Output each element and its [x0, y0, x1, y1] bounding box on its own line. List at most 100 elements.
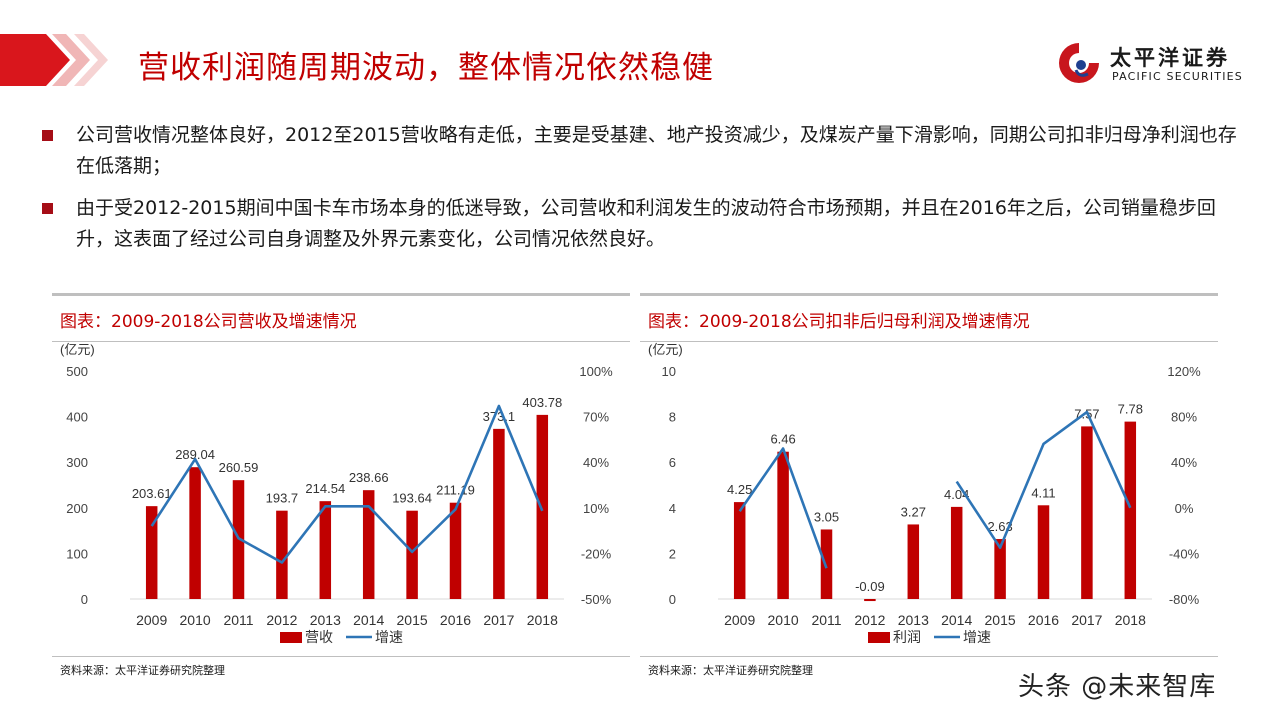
bar: [276, 510, 288, 599]
y-right-tick-label: -20%: [581, 546, 612, 561]
y-right-tick-label: -80%: [1169, 592, 1200, 607]
bar-data-label: 193.7: [266, 491, 299, 506]
y-right-tick-label: 0%: [1175, 501, 1194, 516]
bar-data-label: 373.1: [483, 409, 516, 424]
legend-label: 利润: [893, 629, 921, 645]
chart-title: 图表：2009-2018公司扣非后归母利润及增速情况: [648, 312, 1030, 332]
bar-data-label: 193.64: [392, 491, 432, 506]
x-tick-label: 2017: [483, 612, 514, 628]
y-right-tick-label: 40%: [583, 455, 609, 470]
y-right-tick-label: 80%: [1171, 410, 1197, 425]
bar: [907, 524, 920, 599]
bar-data-label: 3.05: [814, 509, 839, 524]
chart-source: 资料来源：太平洋证券研究院整理: [60, 664, 225, 677]
growth-line: [738, 447, 828, 569]
y-left-tick-label: 400: [66, 410, 88, 425]
x-tick-label: 2013: [898, 612, 929, 628]
bar: [189, 467, 201, 599]
panel-top-rule: [640, 293, 1218, 296]
legend-label: 增速: [963, 629, 991, 645]
x-tick-label: 2014: [941, 612, 972, 628]
bullet-list: 公司营收情况整体良好，2012至2015营收略有走低，主要是受基建、地产投资减少…: [38, 120, 1238, 266]
company-logo: 太平洋证券 PACIFIC SECURITIES: [1056, 38, 1256, 90]
bar-data-label: 403.78: [522, 395, 562, 410]
page-title: 营收利润随周期波动，整体情况依然稳健: [138, 50, 714, 86]
bar-data-label: 4.11: [1031, 485, 1055, 500]
x-tick-label: 2010: [180, 612, 211, 628]
unit-label: (亿元): [60, 342, 95, 357]
y-right-tick-label: -50%: [581, 592, 612, 607]
x-tick-label: 2011: [223, 612, 253, 628]
y-right-tick-label: -40%: [1169, 546, 1200, 561]
bar: [733, 502, 746, 599]
bar-data-label: 6.46: [770, 432, 795, 447]
x-tick-label: 2011: [811, 612, 841, 628]
bar: [777, 451, 789, 599]
panel-top-rule: [52, 293, 630, 296]
chart-title: 图表：2009-2018公司营收及增速情况: [60, 312, 357, 332]
panel-bottom-rule: [52, 656, 630, 657]
bar-data-label: 238.66: [349, 470, 389, 485]
bar: [449, 502, 462, 599]
bar: [1037, 505, 1050, 599]
watermark-text: 头条 @未来智库: [1018, 672, 1217, 702]
profit-chart-panel: 图表：2009-2018公司扣非后归母利润及增速情况 (亿元) 0 2 4 6 8 10 -8…: [640, 293, 1218, 685]
profit-chart: (亿元) 0 2 4 6 8 10 -80% -40% 0% 40% 80% 120% 2009 4.25 2…: [648, 342, 1201, 645]
bullet-square-icon: [42, 203, 53, 214]
y-right-tick-label: 100%: [579, 364, 613, 379]
bullet-square-icon: [42, 130, 53, 141]
x-tick-label: 2012: [266, 612, 297, 628]
x-tick-label: 2016: [1028, 612, 1059, 628]
bar: [362, 490, 375, 599]
chart-source: 资料来源：太平洋证券研究院整理: [648, 664, 813, 677]
logo-chinese-name: 太平洋证券: [1110, 46, 1230, 70]
header-arrow-decoration: [0, 34, 108, 86]
bar-data-label: 289.04: [175, 447, 215, 462]
growth-line: [955, 410, 1132, 549]
bar: [820, 529, 833, 599]
panel-divider: [52, 341, 630, 342]
bullet-text: 由于受2012-2015期间中国卡车市场本身的低迷导致，公司营收和利润发生的波动…: [76, 197, 1216, 250]
y-left-tick-label: 0: [81, 592, 88, 607]
panel-divider: [640, 341, 1218, 342]
y-left-tick-label: 100: [66, 546, 88, 561]
bullet-item: 由于受2012-2015期间中国卡车市场本身的低迷导致，公司营收和利润发生的波动…: [38, 193, 1238, 255]
bullet-text: 公司营收情况整体良好，2012至2015营收略有走低，主要是受基建、地产投资减少…: [76, 124, 1237, 177]
bar-data-label: 7.78: [1118, 402, 1143, 417]
legend-bar-swatch: [868, 632, 890, 643]
y-left-tick-label: 300: [66, 455, 88, 470]
y-left-tick-label: 2: [669, 546, 676, 561]
y-right-tick-label: 120%: [1167, 364, 1201, 379]
y-left-tick-label: 10: [662, 364, 676, 379]
y-right-tick-label: 70%: [583, 410, 609, 425]
y-right-tick-label: 10%: [583, 501, 609, 516]
unit-label: (亿元): [648, 342, 683, 357]
x-tick-label: 2015: [397, 612, 428, 628]
bar-data-label: 3.27: [901, 504, 926, 519]
x-tick-label: 2016: [440, 612, 471, 628]
y-left-tick-label: 4: [669, 501, 676, 516]
logo-emblem-icon: [1059, 43, 1099, 83]
x-tick-label: 2013: [310, 612, 341, 628]
bar-data-label: -0.09: [855, 579, 885, 594]
bar-data-label: 4.25: [727, 482, 752, 497]
bar: [319, 501, 332, 599]
x-tick-label: 2009: [136, 612, 167, 628]
bar: [536, 414, 549, 599]
bar: [145, 506, 158, 599]
x-tick-label: 2009: [724, 612, 755, 628]
revenue-chart: (亿元) 0 100 200 300 400 500 -50% -20% 10% 40% 70% 100…: [60, 342, 613, 645]
bar: [493, 428, 505, 599]
bar-data-label: 260.59: [219, 460, 259, 475]
y-right-tick-label: 40%: [1171, 455, 1197, 470]
bar: [406, 510, 418, 599]
legend-bar-swatch: [280, 632, 302, 643]
y-left-tick-label: 8: [669, 410, 676, 425]
x-tick-label: 2018: [1115, 612, 1146, 628]
y-left-tick-label: 200: [66, 501, 88, 516]
revenue-chart-panel: 图表：2009-2018公司营收及增速情况 (亿元) 0 100 200 300 400 5…: [52, 293, 630, 685]
y-left-tick-label: 0: [669, 592, 676, 607]
bar: [1081, 426, 1093, 599]
bar-data-label: 203.61: [132, 486, 172, 501]
legend-label: 增速: [375, 629, 403, 645]
